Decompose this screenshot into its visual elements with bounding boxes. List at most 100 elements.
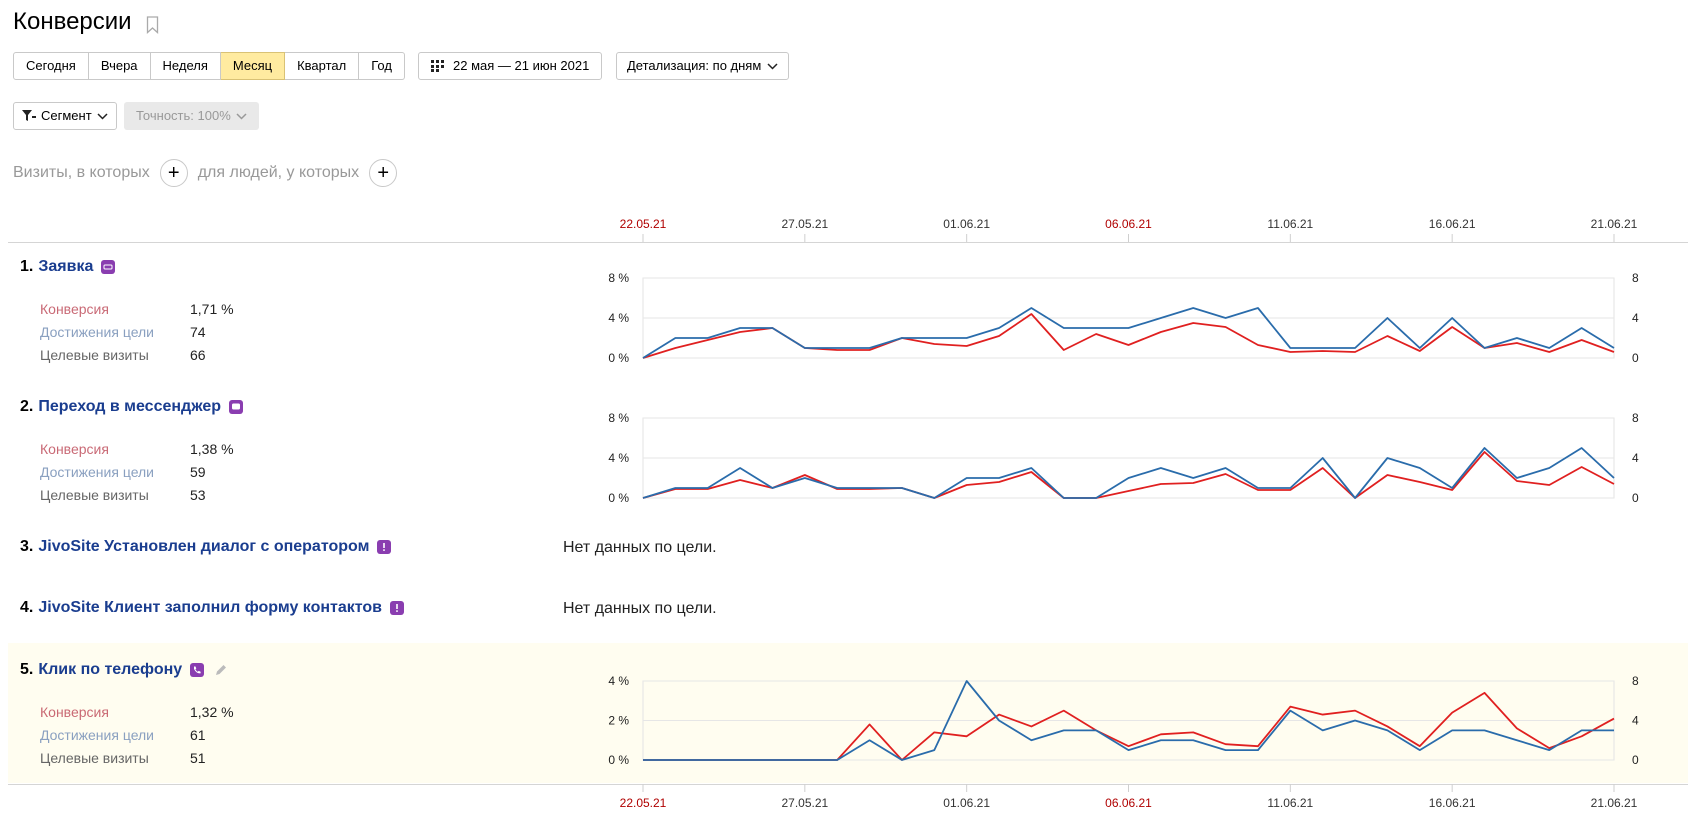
metric-label-target-visits: Целевые визиты [40,347,149,363]
goal-number: 2. [20,398,34,415]
goal-link[interactable]: Переход в мессенджер [38,398,221,415]
period-button[interactable]: Месяц [220,52,286,80]
y-tick-right: 8 [1632,674,1639,688]
goal-number: 1. [20,258,34,275]
metric-label-conversion: Конверсия [40,301,109,317]
y-tick-right: 4 [1632,714,1639,728]
period-button[interactable]: Неделя [150,52,221,80]
period-button[interactable]: Квартал [285,52,360,80]
metric-label-target-visits: Целевые визиты [40,750,149,766]
goal-link[interactable]: JivoSite Установлен диалог с оператором [38,538,370,555]
x-axis-date-label: 21.06.21 [1590,796,1638,810]
page-title: Конверсии [13,8,132,35]
y-tick-right: 0 [1632,753,1639,767]
goal-title: 3. JivoSite Установлен диалог с операторо… [20,538,392,556]
segment-label: Сегмент [41,108,92,123]
chevron-down-icon [97,112,108,120]
goal-link[interactable]: JivoSite Клиент заполнил форму контактов [38,599,383,616]
form-icon [101,260,116,274]
x-axis-date-label: 22.05.21 [619,217,667,231]
x-axis-date-label: 01.06.21 [943,796,991,810]
chat-icon [229,400,243,414]
divider [8,242,1688,243]
x-axis-date-label: 21.06.21 [1590,217,1638,231]
y-tick-right: 0 [1632,351,1639,365]
segment-button[interactable]: Сегмент [13,102,117,130]
goal-achievements-value: 74 [190,324,206,340]
visits-series-line [643,680,1614,761]
visits-series-line [642,307,1615,359]
filter-icon [22,110,36,121]
x-axis-date-label: 06.06.21 [1105,796,1152,810]
x-axis-date-label: 11.06.21 [1267,217,1314,231]
goal-conversion-value: 1,38 % [190,441,234,457]
y-tick-left: 2 % [608,714,629,728]
segment-filter-row: Визиты, в которых + для людей, у которых… [13,159,407,187]
alert-icon [390,601,405,615]
date-range-label: 22 мая — 21 июн 2021 [453,58,590,73]
y-tick-right: 8 [1632,411,1639,425]
x-axis-date-label: 11.06.21 [1267,796,1314,810]
visits-filter-label: Визиты, в которых [13,164,150,181]
period-selector: Сегодня Вчера Неделя Месяц Квартал Год [13,52,405,80]
goal-number: 3. [20,538,34,555]
goal-title: 5. Клик по телефону [20,661,228,679]
accuracy-dropdown[interactable]: Точность: 100% [124,102,259,130]
detail-dropdown[interactable]: Детализация: по дням [616,52,790,80]
no-data-message: Нет данных по цели. [563,600,717,617]
goal-title: 4. JivoSite Клиент заполнил форму контакт… [20,599,405,617]
metric-label-achievements: Достижения цели [40,727,155,743]
x-axis-date-label: 27.05.21 [781,217,829,231]
conversion-series-line [642,313,1615,359]
chevron-down-icon [767,62,778,70]
divider [8,784,1688,785]
x-axis-date-label: 06.06.21 [1105,217,1152,231]
y-tick-left: 0 % [608,351,629,365]
date-range-button[interactable]: 22 мая — 21 июн 2021 [418,52,603,80]
edit-icon[interactable] [214,663,228,677]
people-filter-label: для людей, у которых [197,164,360,181]
goal-achievements-value: 61 [190,727,206,743]
bookmark-icon[interactable] [146,16,159,34]
metric-label-conversion: Конверсия [40,704,109,720]
add-visits-filter-button[interactable]: + [159,159,188,187]
goal-visits-value: 51 [190,750,206,766]
conversion-series-line [642,451,1615,499]
period-button[interactable]: Год [359,52,405,80]
metric-label-conversion: Конверсия [40,441,109,457]
add-people-filter-button[interactable]: + [369,159,398,187]
goal-title: 2. Переход в мессенджер [20,398,243,416]
chevron-down-icon [236,112,247,120]
goal-visits-value: 53 [190,487,206,503]
y-tick-left: 4 % [608,451,629,465]
metric-label-achievements: Достижения цели [40,464,155,480]
goal-number: 5. [20,661,34,678]
goal-conversion-value: 1,32 % [190,704,234,720]
y-tick-left: 4 % [608,311,629,325]
visits-series-line [642,447,1615,499]
y-tick-right: 8 [1632,271,1639,285]
period-button[interactable]: Сегодня [13,52,89,80]
goal-achievements-value: 59 [190,464,206,480]
y-tick-left: 0 % [608,491,629,505]
accuracy-label: Точность: 100% [136,108,231,123]
no-data-message: Нет данных по цели. [563,539,717,556]
period-button[interactable]: Вчера [88,52,151,80]
calendar-icon [431,60,444,72]
x-axis-date-label: 16.06.21 [1428,217,1476,231]
goal-title: 1. Заявка [20,258,116,276]
goal-visits-value: 66 [190,347,206,363]
alert-icon [377,540,392,554]
x-axis-date-label: 22.05.21 [619,796,667,810]
detail-label: Детализация: по дням [627,58,762,73]
x-axis-date-label: 01.06.21 [943,217,991,231]
y-tick-right: 4 [1632,311,1639,325]
metric-label-achievements: Достижения цели [40,324,155,340]
metric-label-target-visits: Целевые визиты [40,487,149,503]
y-tick-right: 0 [1632,491,1639,505]
goal-link[interactable]: Клик по телефону [38,661,183,678]
goal-link[interactable]: Заявка [38,258,94,275]
x-axis-date-label: 27.05.21 [781,796,829,810]
